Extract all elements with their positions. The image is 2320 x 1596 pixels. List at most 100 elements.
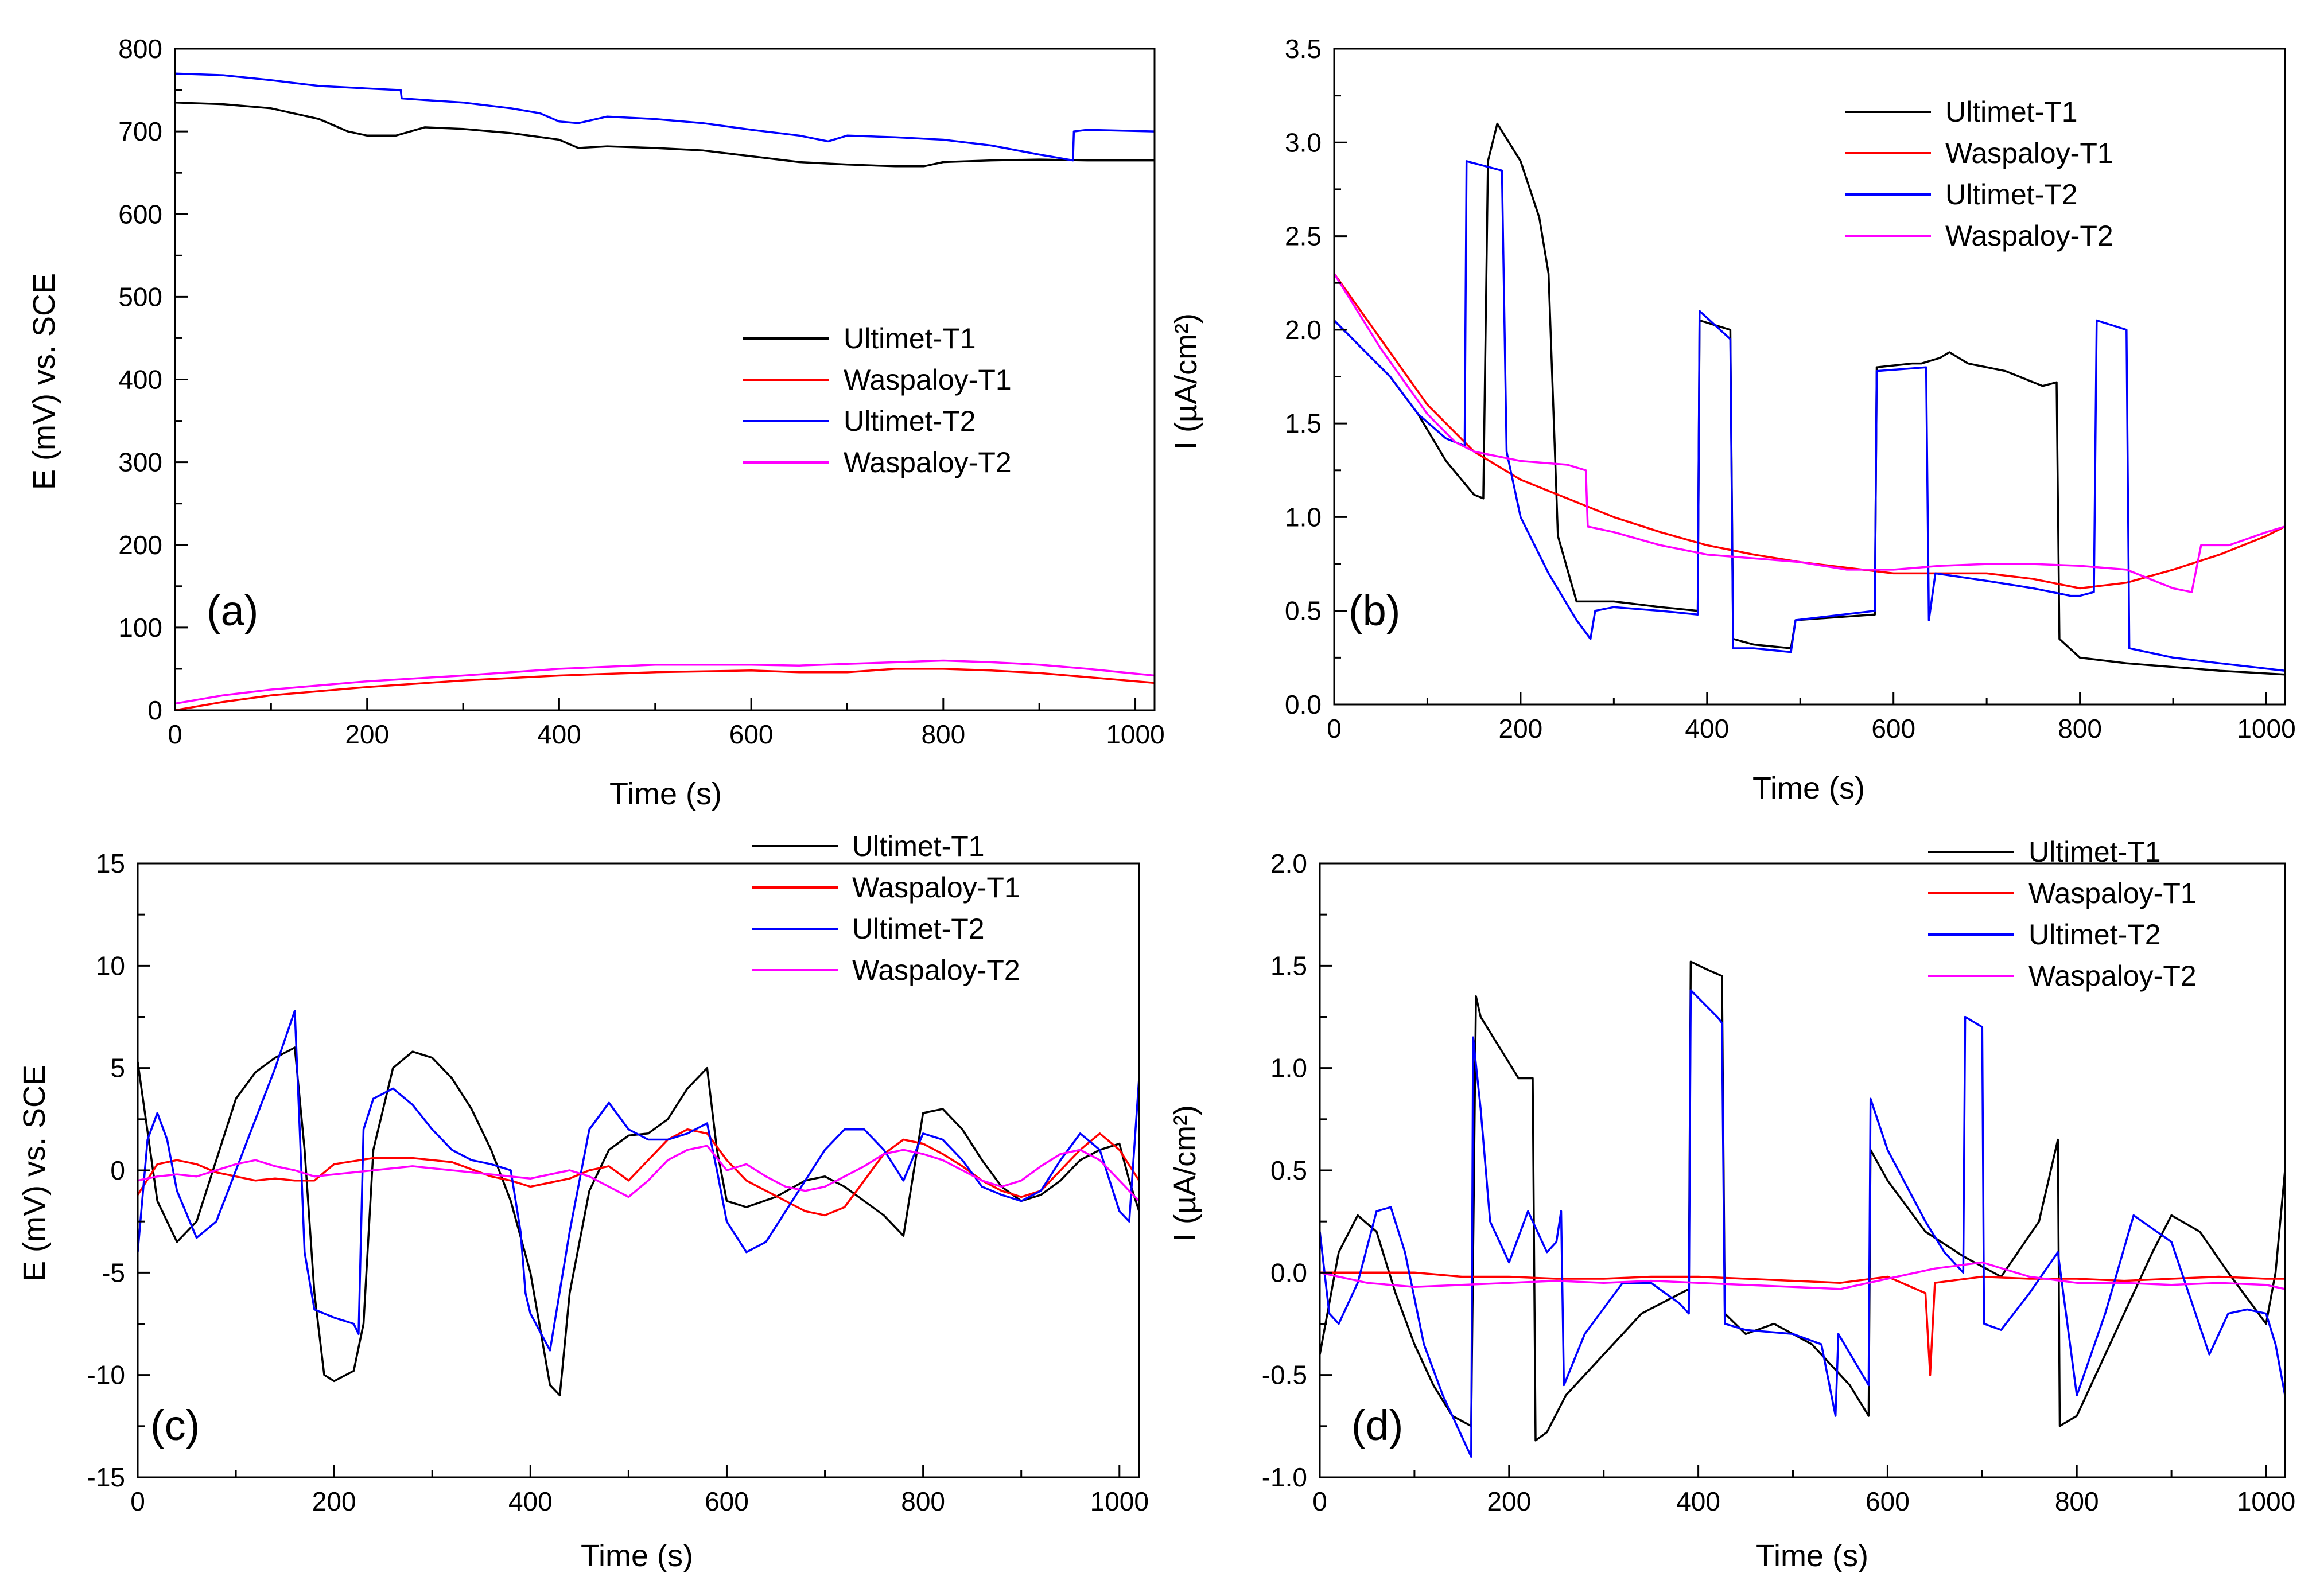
series-line-d-ultimet-t2 — [1320, 989, 2285, 1458]
x-tick-label-d: 400 — [1676, 1486, 1720, 1516]
y-tick-label-d: 2.0 — [1270, 848, 1307, 878]
x-tick-label-c: 1000 — [1090, 1486, 1149, 1516]
x-tick-label-b: 400 — [1685, 714, 1729, 743]
series-group-b — [1334, 122, 2285, 676]
x-tick-label-c: 0 — [130, 1486, 145, 1516]
legend-label-b-2: Ultimet-T2 — [1945, 178, 2078, 211]
series-line-a-ultimet-t2 — [175, 72, 1155, 162]
series-group-d — [1320, 960, 2285, 1458]
legend-label-a-0: Ultimet-T1 — [844, 322, 976, 355]
y-axis-title-c: E (mV) vs. SCE — [17, 1065, 52, 1282]
y-tick-label-d: -0.5 — [1262, 1360, 1307, 1390]
y-tick-label-d: 0.0 — [1270, 1258, 1307, 1287]
x-tick-label-c: 800 — [901, 1486, 945, 1516]
x-tick-label-a: 600 — [729, 719, 774, 749]
y-tick-label-a: 0 — [147, 695, 162, 725]
series-line-b-ultimet-t2 — [1334, 160, 2285, 672]
legend-label-c-2: Ultimet-T2 — [852, 913, 985, 945]
x-tick-label-c: 200 — [312, 1486, 356, 1516]
series-group-a — [175, 72, 1155, 710]
legend-label-a-2: Ultimet-T2 — [844, 405, 976, 437]
series-line-b-waspaloy-t2 — [1334, 273, 2285, 593]
x-tick-label-a: 1000 — [1106, 719, 1164, 749]
legend-label-a-3: Waspaloy-T2 — [844, 446, 1012, 478]
legend-label-a-1: Waspaloy-T1 — [844, 364, 1012, 396]
x-tick-label-a: 800 — [921, 719, 965, 749]
panel-d: 0 200 400 600 800 1000 -1.0 -0.5 0.0 0.5 1.0 1.5 2.0… — [1168, 836, 2295, 1573]
y-tick-label-d: 1.0 — [1270, 1053, 1307, 1083]
series-line-a-ultimet-t1 — [175, 101, 1155, 168]
x-tick-label-b: 600 — [1871, 714, 1915, 743]
legend-b: Ultimet-T1 Waspaloy-T1 Ultimet-T2 Waspaloy-… — [1845, 96, 2113, 252]
x-tick-label-c: 600 — [705, 1486, 749, 1516]
legend-label-d-1: Waspaloy-T1 — [2028, 877, 2197, 909]
x-tick-label-a: 200 — [345, 719, 389, 749]
y-tick-label-b: 2.5 — [1285, 221, 1322, 251]
plot-area-a: 0 200 400 600 800 1000 0 100 200 300 400 500 600 700 8… — [118, 34, 1164, 749]
y-tick-label-c: 5 — [110, 1053, 125, 1083]
x-axis-title-a: Time (s) — [609, 777, 722, 811]
x-tick-label-b: 1000 — [2237, 714, 2295, 743]
plot-area-b: 0 200 400 600 800 1000 0.0 0.5 1.0 1.5 2.0 2.5 3.0 3.… — [1285, 34, 2296, 743]
x-tick-label-d: 800 — [2055, 1486, 2099, 1516]
series-line-a-waspaloy-t1 — [175, 668, 1155, 710]
y-tick-label-a: 700 — [118, 116, 162, 146]
x-tick-label-d: 200 — [1487, 1486, 1531, 1516]
legend-a: Ultimet-T1 Waspaloy-T1 Ultimet-T2 Waspaloy-… — [743, 322, 1012, 478]
legend-c: Ultimet-T1 Waspaloy-T1 Ultimet-T2 Waspaloy-… — [752, 830, 1020, 986]
x-tick-label-a: 400 — [537, 719, 581, 749]
legend-d: Ultimet-T1 Waspaloy-T1 Ultimet-T2 Waspaloy-… — [1928, 836, 2197, 992]
y-tick-label-c: 10 — [96, 951, 125, 980]
y-axis-title-a: E (mV) vs. SCE — [27, 273, 61, 490]
y-tick-label-a: 300 — [118, 447, 162, 477]
y-tick-label-b: 3.5 — [1285, 34, 1322, 64]
panel-label-d: (d) — [1351, 1402, 1403, 1449]
legend-label-c-0: Ultimet-T1 — [852, 830, 985, 862]
panel-b: 0 200 400 600 800 1000 0.0 0.5 1.0 1.5 2.0 2.5 3.0 3.… — [1169, 34, 2296, 805]
y-tick-label-d: -1.0 — [1262, 1462, 1307, 1492]
y-tick-label-a: 400 — [118, 365, 162, 395]
x-axis-title-c: Time (s) — [581, 1539, 693, 1573]
series-line-d-waspaloy-t1 — [1320, 1271, 2285, 1376]
panel-label-b: (b) — [1349, 587, 1400, 634]
y-tick-label-a: 500 — [118, 282, 162, 312]
y-tick-label-a: 800 — [118, 34, 162, 64]
panel-label-c: (c) — [150, 1402, 200, 1449]
panel-c: 0 200 400 600 800 1000 -15 -10 -5 0 5 10 15 Ultimet-T… — [17, 830, 1149, 1573]
x-tick-label-d: 1000 — [2237, 1486, 2295, 1516]
y-tick-label-c: -10 — [87, 1360, 125, 1390]
series-line-c-ultimet-t1 — [138, 1046, 1139, 1397]
y-tick-label-b: 0.0 — [1285, 690, 1322, 719]
x-tick-label-c: 400 — [508, 1486, 553, 1516]
x-tick-label-d: 0 — [1312, 1486, 1327, 1516]
y-axis-title-b: I (µA/cm²) — [1169, 313, 1203, 450]
legend-label-c-3: Waspaloy-T2 — [852, 954, 1020, 986]
plot-area-d: 0 200 400 600 800 1000 -1.0 -0.5 0.0 0.5 1.0 1.5 2.0… — [1262, 836, 2295, 1516]
y-tick-label-b: 0.5 — [1285, 596, 1322, 626]
x-tick-label-b: 200 — [1499, 714, 1543, 743]
legend-label-b-1: Waspaloy-T1 — [1945, 137, 2113, 169]
y-tick-label-a: 600 — [118, 199, 162, 229]
series-line-c-waspaloy-t2 — [138, 1145, 1139, 1202]
legend-label-c-1: Waspaloy-T1 — [852, 871, 1020, 904]
y-tick-label-c: 15 — [96, 848, 125, 878]
y-tick-label-d: 0.5 — [1270, 1155, 1307, 1185]
x-tick-label-b: 800 — [2058, 714, 2102, 743]
legend-label-d-0: Ultimet-T1 — [2028, 836, 2161, 868]
x-tick-label-d: 600 — [1866, 1486, 1910, 1516]
series-group-c — [138, 1010, 1139, 1397]
series-line-d-waspaloy-t2 — [1320, 1261, 2285, 1290]
y-tick-label-a: 200 — [118, 530, 162, 560]
y-tick-label-c: -5 — [102, 1258, 125, 1287]
plot-area-c: 0 200 400 600 800 1000 -15 -10 -5 0 5 10 15 Ultimet-T… — [87, 830, 1149, 1516]
x-axis-title-b: Time (s) — [1752, 771, 1865, 805]
series-line-c-ultimet-t2 — [138, 1010, 1139, 1352]
legend-label-b-0: Ultimet-T1 — [1945, 96, 2078, 128]
y-tick-label-b: 2.0 — [1285, 315, 1322, 345]
y-tick-label-a: 100 — [118, 613, 162, 643]
series-line-a-waspaloy-t2 — [175, 659, 1155, 705]
y-axis-title-d: I (µA/cm²) — [1168, 1105, 1202, 1241]
legend-label-d-3: Waspaloy-T2 — [2028, 960, 2197, 992]
legend-label-d-2: Ultimet-T2 — [2028, 918, 2161, 951]
y-tick-label-c: 0 — [110, 1155, 125, 1185]
